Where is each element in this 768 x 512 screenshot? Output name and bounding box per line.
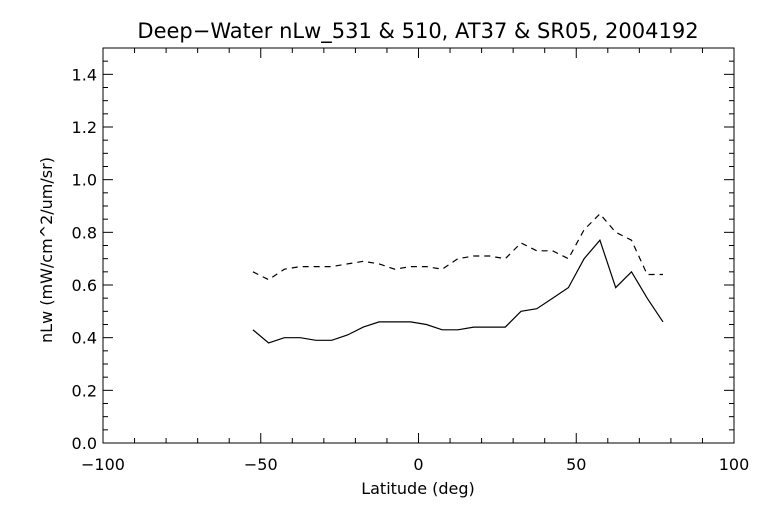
chart-title: Deep−Water nLw_531 & 510, AT37 & SR05, 2… (137, 19, 698, 44)
y-tick-label: 0.8 (72, 223, 97, 242)
y-tick-label: 1.4 (72, 65, 97, 84)
x-tick-label: 0 (413, 455, 423, 474)
series-line-solid (252, 239, 664, 344)
y-axis-tick-labels: 0.0 0.2 0.4 0.6 0.8 1.0 1.2 1.4 (72, 65, 97, 453)
y-tick-label: 0.4 (72, 329, 97, 348)
axis-ticks (102, 47, 735, 444)
y-tick-label: 1.0 (72, 171, 97, 190)
plot-area-frame (102, 47, 735, 444)
y-axis-label: nLw (mW/cm^2/um/sr) (37, 157, 56, 343)
x-tick-label: 100 (719, 455, 750, 474)
y-tick-label: 0.2 (72, 381, 97, 400)
x-axis-tick-labels: −100 −50 0 50 100 (81, 455, 749, 474)
x-tick-label: −100 (81, 455, 125, 474)
y-tick-label: 0.6 (72, 276, 97, 295)
x-tick-label: 50 (566, 455, 586, 474)
series-layer (252, 213, 664, 344)
y-tick-label: 0.0 (72, 434, 97, 453)
x-tick-label: −50 (244, 455, 278, 474)
x-axis-label: Latitude (deg) (361, 479, 475, 498)
y-tick-label: 1.2 (72, 118, 97, 137)
